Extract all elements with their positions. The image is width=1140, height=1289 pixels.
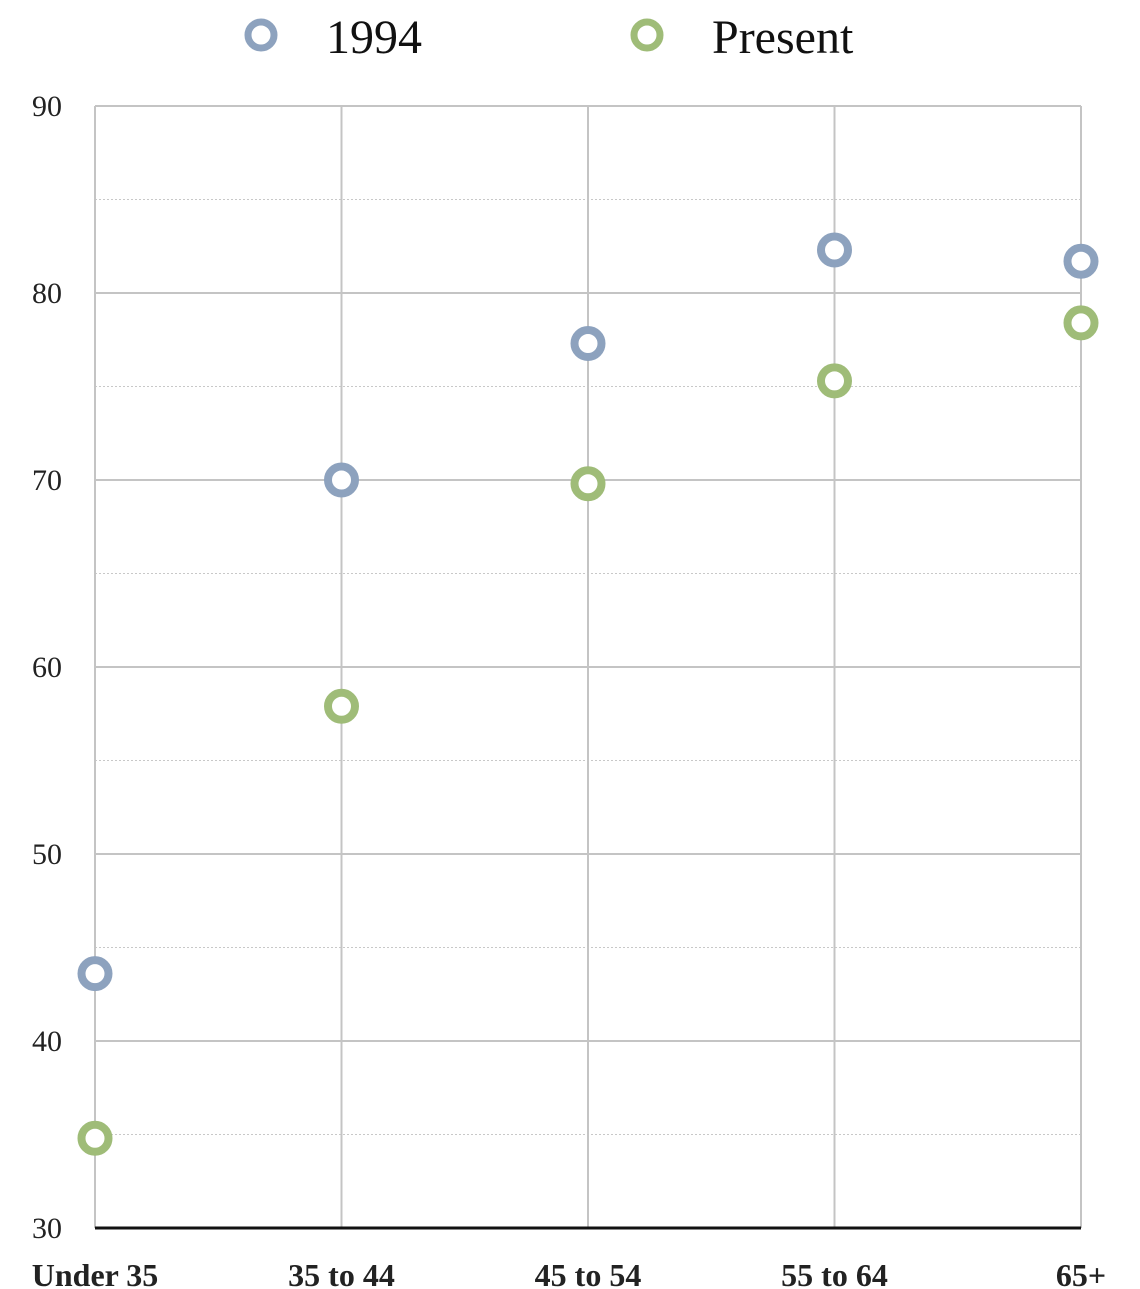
data-point xyxy=(570,466,606,502)
y-tick-label: 90 xyxy=(32,90,62,123)
x-tick-label: 45 to 54 xyxy=(535,1257,642,1289)
data-points xyxy=(77,232,1099,1156)
legend-label: Present xyxy=(712,11,854,64)
x-tick-label: 35 to 44 xyxy=(288,1257,395,1289)
data-point xyxy=(1063,243,1099,279)
data-point xyxy=(817,363,852,399)
y-tick-labels: 30 40 50 60 70 80 90 xyxy=(32,90,62,1245)
y-tick-label: 70 xyxy=(32,464,62,497)
x-tick-label: Under 35 xyxy=(32,1257,159,1289)
data-point xyxy=(1063,305,1099,341)
x-tick-label: 55 to 64 xyxy=(781,1257,888,1289)
grid xyxy=(94,105,1082,1228)
data-point xyxy=(77,956,113,992)
data-point xyxy=(324,462,359,498)
x-tick-label: 65+ xyxy=(1056,1257,1106,1289)
y-tick-label: 40 xyxy=(32,1025,62,1058)
data-point xyxy=(817,232,852,268)
x-tick-labels: Under 35 35 to 44 45 to 54 55 to 64 65+ xyxy=(32,1257,1106,1289)
data-point xyxy=(77,1120,113,1156)
data-point xyxy=(324,688,359,724)
y-tick-label: 60 xyxy=(32,651,62,684)
y-tick-label: 30 xyxy=(32,1212,62,1245)
legend-marker xyxy=(244,18,278,52)
data-point xyxy=(570,325,606,361)
legend: 1994 Present xyxy=(244,11,854,64)
y-tick-label: 50 xyxy=(32,838,62,871)
y-tick-label: 80 xyxy=(32,277,62,310)
legend-marker xyxy=(630,18,664,52)
legend-label: 1994 xyxy=(326,11,422,64)
